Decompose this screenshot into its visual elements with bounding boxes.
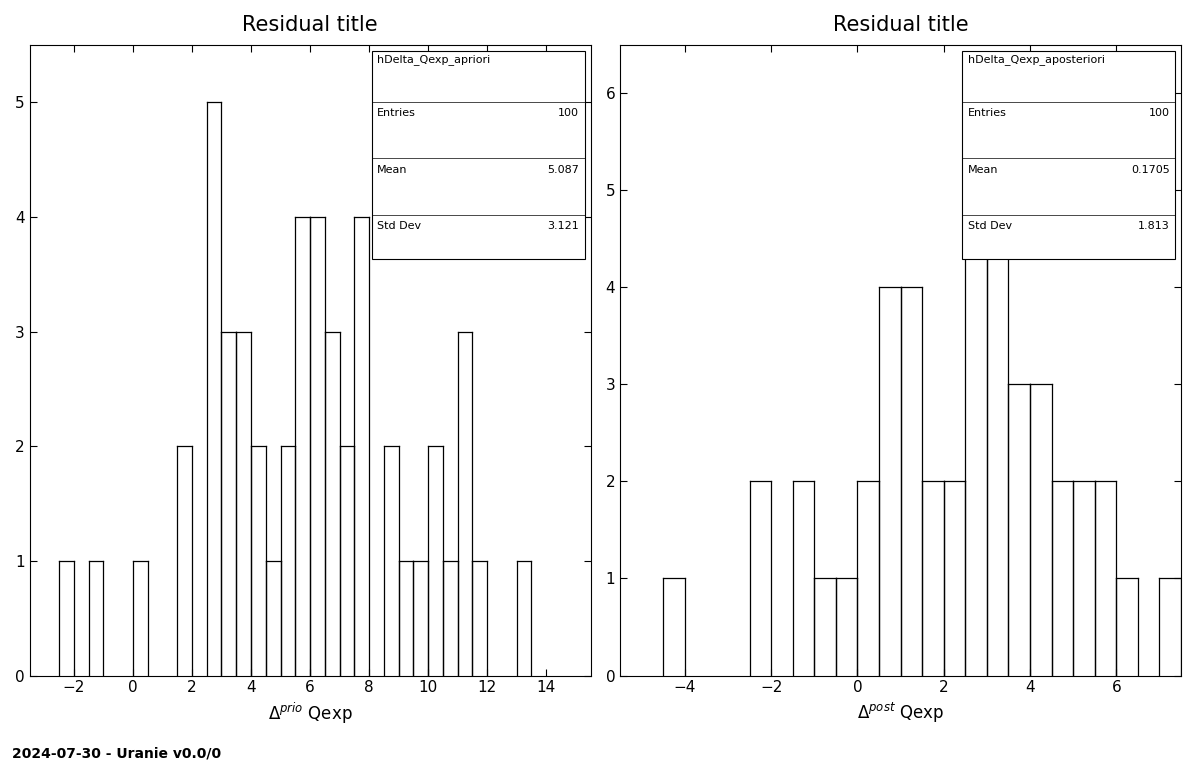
Text: 1.813: 1.813 — [1139, 222, 1170, 232]
Title: Residual title: Residual title — [243, 15, 378, 35]
Text: hDelta_Qexp_apriori: hDelta_Qexp_apriori — [378, 54, 490, 66]
Text: Std Dev: Std Dev — [378, 222, 421, 232]
X-axis label: $\Delta^{prio}$ Qexp: $\Delta^{prio}$ Qexp — [268, 701, 353, 726]
FancyBboxPatch shape — [372, 51, 585, 259]
Text: 100: 100 — [1149, 108, 1170, 118]
Text: Mean: Mean — [378, 164, 408, 174]
Text: 3.121: 3.121 — [548, 222, 579, 232]
Text: Entries: Entries — [968, 108, 1007, 118]
Text: hDelta_Qexp_aposteriori: hDelta_Qexp_aposteriori — [968, 54, 1105, 66]
Text: Std Dev: Std Dev — [968, 222, 1012, 232]
Title: Residual title: Residual title — [832, 15, 969, 35]
Text: 0.1705: 0.1705 — [1131, 164, 1170, 174]
Text: 2024-07-30 - Uranie v0.0/0: 2024-07-30 - Uranie v0.0/0 — [12, 747, 221, 760]
Text: Entries: Entries — [378, 108, 416, 118]
Text: Mean: Mean — [968, 164, 999, 174]
Text: 100: 100 — [559, 108, 579, 118]
FancyBboxPatch shape — [963, 51, 1176, 259]
Text: 5.087: 5.087 — [548, 164, 579, 174]
X-axis label: $\Delta^{post}$ Qexp: $\Delta^{post}$ Qexp — [856, 701, 944, 725]
